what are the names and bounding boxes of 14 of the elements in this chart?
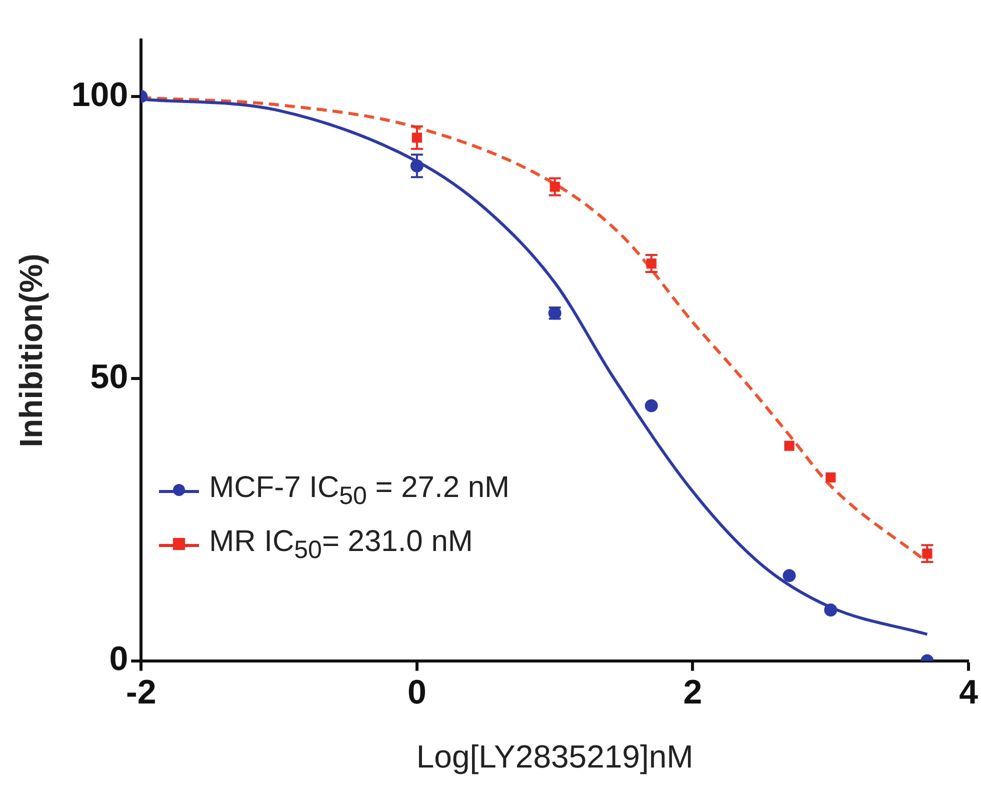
y-axis-title: Inhibition(%) <box>13 254 50 448</box>
x-tick-label: 2 <box>683 674 702 712</box>
y-tick-label: 50 <box>90 358 128 396</box>
legend-label: MCF-7 IC$_{50}$ = 27.2 nM <box>209 470 510 511</box>
x-axis-title: Log[LY2835219]nM <box>416 738 694 775</box>
point <box>644 399 658 412</box>
x-tick-label: 0 <box>407 674 426 712</box>
point <box>824 604 838 617</box>
y-tick-label: 100 <box>71 76 128 114</box>
y-tick-label: 0 <box>109 640 128 678</box>
x-tick-label: 4 <box>959 674 978 712</box>
legend-label: MR IC$_{50}$= 231.0 nM <box>209 524 473 565</box>
x-tick-label: -2 <box>126 674 156 712</box>
point <box>782 569 796 582</box>
